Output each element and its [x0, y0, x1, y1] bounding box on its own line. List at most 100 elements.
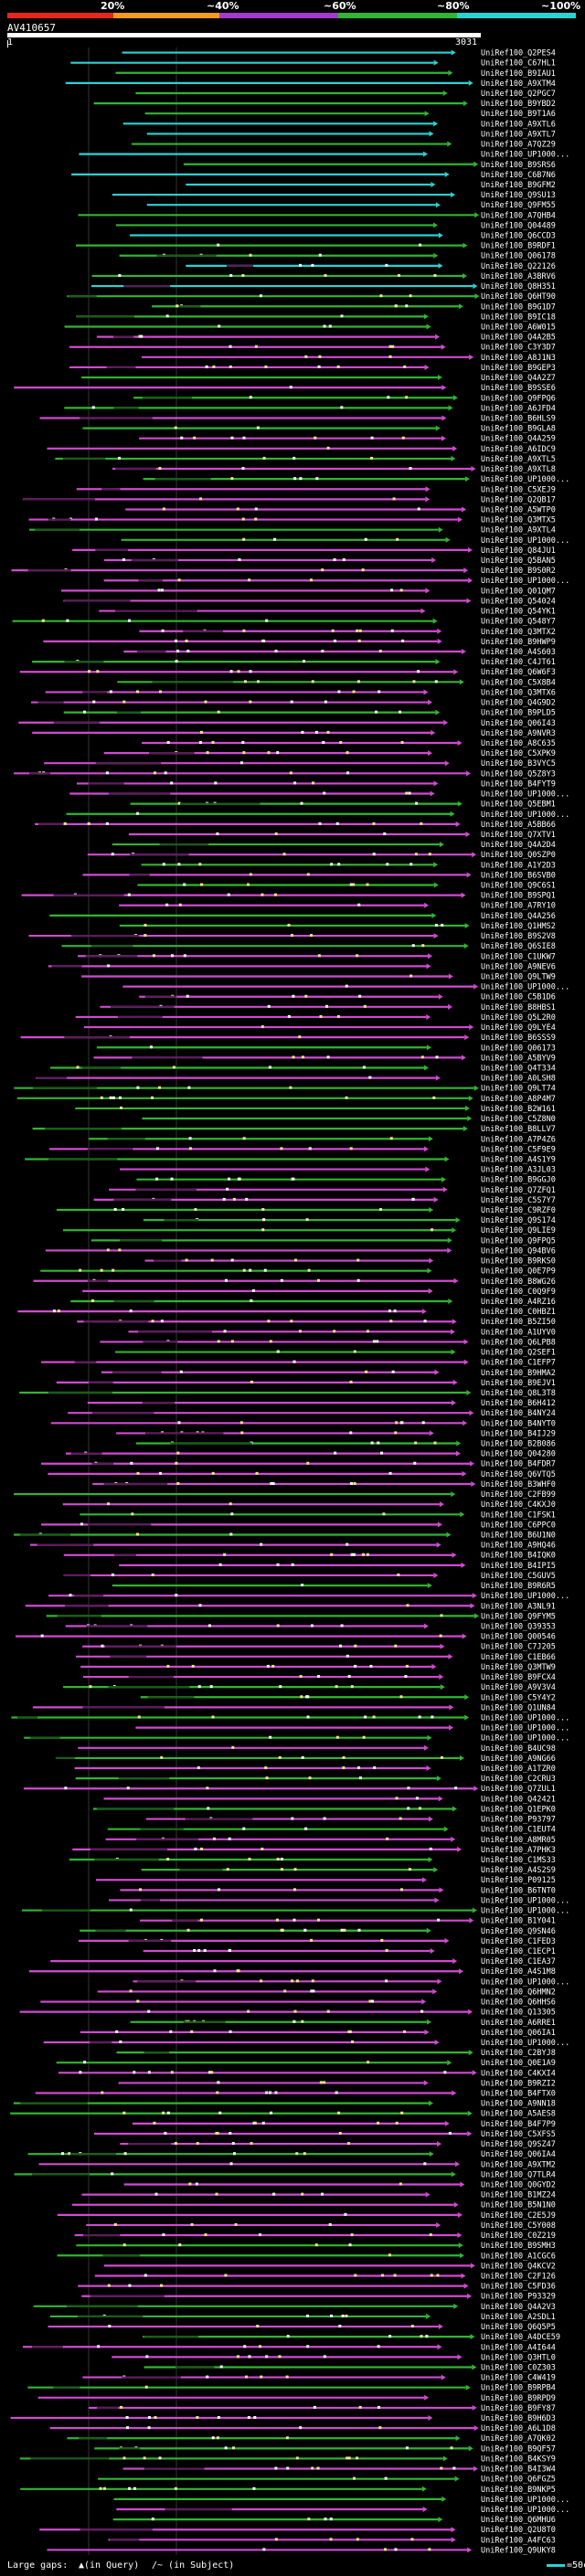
hit-label[interactable]: UniRef100_B9GEP3	[481, 364, 556, 373]
hit-label[interactable]: UniRef100_B6SVB0	[481, 871, 556, 880]
hit-label[interactable]: UniRef100_Q4A256	[481, 912, 556, 921]
hit-label[interactable]: UniRef100_Q9LT74	[481, 1085, 556, 1094]
hit-label[interactable]: UniRef100_C1UKW7	[481, 952, 556, 961]
hit-label[interactable]: UniRef100_C5Y008	[481, 2221, 556, 2231]
hit-label[interactable]: UniRef100_C5S7Y7	[481, 1196, 556, 1205]
hit-label[interactable]: UniRef100_A5BYV9	[481, 1054, 556, 1063]
hit-label[interactable]: UniRef100_Q42421	[481, 1795, 556, 1804]
hit-label[interactable]: UniRef100_C1EB66	[481, 1653, 556, 1662]
hit-label[interactable]: UniRef100_Q9FM55	[481, 201, 556, 210]
hit-label[interactable]: UniRef100_Q6HMN2	[481, 1988, 556, 1997]
hit-label[interactable]: UniRef100_Q9S174	[481, 1216, 556, 1225]
hit-label[interactable]: UniRef100_A3BRV6	[481, 272, 556, 281]
hit-label[interactable]: UniRef100_Q4A2B5	[481, 334, 556, 343]
hit-label[interactable]: UniRef100_C2BYJ8	[481, 2049, 556, 2058]
hit-label[interactable]: UniRef100_C5Z8N0	[481, 1115, 556, 1124]
hit-label[interactable]: UniRef100_UP1000...	[481, 475, 569, 484]
hit-label[interactable]: UniRef100_Q5Z8Y3	[481, 769, 556, 779]
hit-label[interactable]: UniRef100_B9R6R5	[481, 1582, 556, 1591]
hit-label[interactable]: UniRef100_C1FSK1	[481, 1511, 556, 1520]
hit-label[interactable]: UniRef100_P93329	[481, 2293, 556, 2302]
hit-label[interactable]: UniRef100_Q39353	[481, 1622, 556, 1631]
hit-label[interactable]: UniRef100_Q54024	[481, 597, 556, 606]
hit-label[interactable]: UniRef100_Q9LYE4	[481, 1023, 556, 1033]
hit-label[interactable]: UniRef100_A6RRE1	[481, 2019, 556, 2028]
hit-label[interactable]: UniRef100_UP1000...	[481, 536, 569, 546]
hit-label[interactable]: UniRef100_B5N1N0	[481, 2201, 556, 2210]
hit-label[interactable]: UniRef100_Q06IA1	[481, 2029, 556, 2038]
hit-label[interactable]: UniRef100_A3JL03	[481, 1166, 556, 1175]
hit-label[interactable]: UniRef100_B4IPI5	[481, 1562, 556, 1571]
hit-label[interactable]: UniRef100_UP1000...	[481, 1592, 569, 1601]
hit-label[interactable]: UniRef100_UP1000...	[481, 1734, 569, 1744]
hit-label[interactable]: UniRef100_UP1000...	[481, 577, 569, 586]
hit-label[interactable]: UniRef100_A7QHB4	[481, 211, 556, 220]
hit-label[interactable]: UniRef100_C1EUT4	[481, 1826, 556, 1835]
hit-label[interactable]: UniRef100_B9YBD2	[481, 100, 556, 109]
hit-label[interactable]: UniRef100_A4S1M8	[481, 1967, 556, 1977]
hit-label[interactable]: UniRef100_A6L1D8	[481, 2424, 556, 2433]
hit-label[interactable]: UniRef100_C2FB99	[481, 1490, 556, 1500]
hit-label[interactable]: UniRef100_Q0SZP0	[481, 851, 556, 860]
hit-label[interactable]: UniRef100_Q4A2Z7	[481, 374, 556, 383]
hit-label[interactable]: UniRef100_B4NYT0	[481, 1419, 556, 1428]
hit-label[interactable]: UniRef100_Q1EPK0	[481, 1805, 556, 1814]
hit-label[interactable]: UniRef100_B4IQK0	[481, 1552, 556, 1561]
hit-label[interactable]: UniRef100_Q13305	[481, 2009, 556, 2018]
hit-label[interactable]: UniRef100_B2B086	[481, 1440, 556, 1449]
hit-label[interactable]: UniRef100_UP1000...	[481, 1713, 569, 1723]
hit-label[interactable]: UniRef100_B9GLA8	[481, 425, 556, 434]
hit-label[interactable]: UniRef100_P09125	[481, 1876, 556, 1885]
hit-label[interactable]: UniRef100_Q3MTX5	[481, 516, 556, 525]
hit-label[interactable]: UniRef100_A8MR05	[481, 1836, 556, 1845]
hit-label[interactable]: UniRef100_C67HL1	[481, 59, 556, 69]
hit-label[interactable]: UniRef100_B6SSS9	[481, 1034, 556, 1043]
hit-label[interactable]: UniRef100_A9XTL4	[481, 526, 556, 535]
hit-label[interactable]: UniRef100_B4F7P9	[481, 2120, 556, 2129]
hit-label[interactable]: UniRef100_Q2PES4	[481, 49, 556, 58]
hit-label[interactable]: UniRef100_Q0E1A9	[481, 2059, 556, 2068]
hit-label[interactable]: UniRef100_A1CGC6	[481, 2252, 556, 2261]
hit-label[interactable]: UniRef100_Q9FPQ5	[481, 1236, 556, 1246]
hit-label[interactable]: UniRef100_Q6FGZ5	[481, 2475, 556, 2485]
hit-label[interactable]: UniRef100_Q5L2R0	[481, 1013, 556, 1023]
hit-label[interactable]: UniRef100_Q5EBM1	[481, 800, 556, 810]
hit-label[interactable]: UniRef100_A6JFD4	[481, 404, 556, 413]
hit-label[interactable]: UniRef100_Q9SU13	[481, 191, 556, 200]
hit-label[interactable]: UniRef100_B9RPB4	[481, 2384, 556, 2393]
hit-label[interactable]: UniRef100_Q4A2D4	[481, 841, 556, 850]
hit-label[interactable]: UniRef100_A5WTP0	[481, 505, 556, 514]
hit-label[interactable]: UniRef100_B9PLD5	[481, 709, 556, 718]
hit-label[interactable]: UniRef100_B4NY24	[481, 1409, 556, 1418]
hit-label[interactable]: UniRef100_UP1000...	[481, 1896, 569, 1905]
hit-label[interactable]: UniRef100_Q4A259	[481, 435, 556, 444]
hit-label[interactable]: UniRef100_Q9FPQ6	[481, 394, 556, 403]
hit-label[interactable]: UniRef100_Q6HT90	[481, 292, 556, 302]
hit-label[interactable]: UniRef100_Q9SZ47	[481, 2140, 556, 2149]
hit-label[interactable]: UniRef100_C4KXJ0	[481, 1500, 556, 1510]
hit-label[interactable]: UniRef100_B8WG26	[481, 1277, 556, 1287]
hit-label[interactable]: UniRef100_Q2SEF1	[481, 1349, 556, 1358]
hit-label[interactable]: UniRef100_A3NL91	[481, 1602, 556, 1611]
hit-label[interactable]: UniRef100_A2SDL1	[481, 2313, 556, 2322]
hit-label[interactable]: UniRef100_A9NN18	[481, 2100, 556, 2109]
hit-label[interactable]: UniRef100_A9NVR3	[481, 729, 556, 738]
hit-label[interactable]: UniRef100_B1MZ24	[481, 2191, 556, 2200]
hit-label[interactable]: UniRef100_Q06IA4	[481, 2150, 556, 2159]
hit-label[interactable]: UniRef100_Q4A2V3	[481, 2303, 556, 2312]
hit-label[interactable]: UniRef100_Q3MTX6	[481, 688, 556, 697]
hit-label[interactable]: UniRef100_B9S2V8	[481, 932, 556, 941]
hit-label[interactable]: UniRef100_Q2QB17	[481, 495, 556, 504]
hit-label[interactable]: UniRef100_A9NEV6	[481, 962, 556, 971]
hit-label[interactable]: UniRef100_UP1000...	[481, 983, 569, 992]
hit-label[interactable]: UniRef100_B9SPQ1	[481, 892, 556, 901]
hit-label[interactable]: UniRef100_A4S2S9	[481, 1866, 556, 1875]
hit-label[interactable]: UniRef100_Q2U8T0	[481, 2526, 556, 2535]
hit-label[interactable]: UniRef100_A7PHK3	[481, 1846, 556, 1855]
hit-label[interactable]: UniRef100_C5F9E9	[481, 1145, 556, 1154]
hit-label[interactable]: UniRef100_C1ECP1	[481, 1947, 556, 1956]
hit-label[interactable]: UniRef100_B9HMA2	[481, 1369, 556, 1378]
hit-label[interactable]: UniRef100_C4W419	[481, 2374, 556, 2383]
hit-label[interactable]: UniRef100_Q06I43	[481, 719, 556, 728]
hit-label[interactable]: UniRef100_B9EJV1	[481, 1379, 556, 1388]
